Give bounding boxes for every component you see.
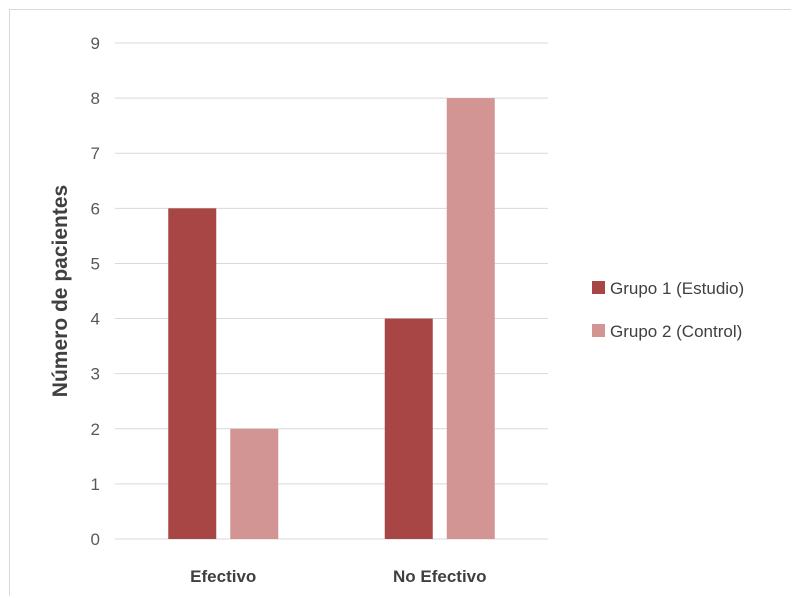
x-category-label: No Efectivo xyxy=(393,567,487,586)
y-tick-label: 0 xyxy=(91,530,100,549)
x-category-label: Efectivo xyxy=(190,567,256,586)
y-tick-label: 6 xyxy=(91,199,100,218)
y-tick-label: 5 xyxy=(91,254,100,273)
y-tick-label: 1 xyxy=(91,475,100,494)
y-tick-label: 2 xyxy=(91,420,100,439)
legend-label: Grupo 2 (Control) xyxy=(610,322,742,341)
bars xyxy=(168,98,495,540)
y-tick-label: 3 xyxy=(91,365,100,384)
bar-1-2 xyxy=(384,318,433,539)
bar-2-1 xyxy=(230,428,279,539)
legend-swatch xyxy=(592,281,605,294)
legend-swatch xyxy=(592,324,605,337)
chart-frame xyxy=(9,9,791,596)
y-tick-label: 7 xyxy=(91,144,100,163)
y-axis-title: Número de pacientes xyxy=(49,185,72,397)
y-tick-label: 8 xyxy=(91,89,100,108)
bar-1-1 xyxy=(168,208,217,540)
bar-2-2 xyxy=(446,98,495,539)
y-tick-label: 4 xyxy=(91,310,100,329)
legend: Grupo 1 (Estudio) Grupo 2 (Control) xyxy=(592,279,744,341)
legend-label: Grupo 1 (Estudio) xyxy=(610,279,744,298)
x-category-labels: Efectivo No Efectivo xyxy=(190,567,486,586)
y-tick-label: 9 xyxy=(91,34,100,53)
y-tick-labels: 0 1 2 3 4 5 6 7 8 9 xyxy=(91,34,100,549)
